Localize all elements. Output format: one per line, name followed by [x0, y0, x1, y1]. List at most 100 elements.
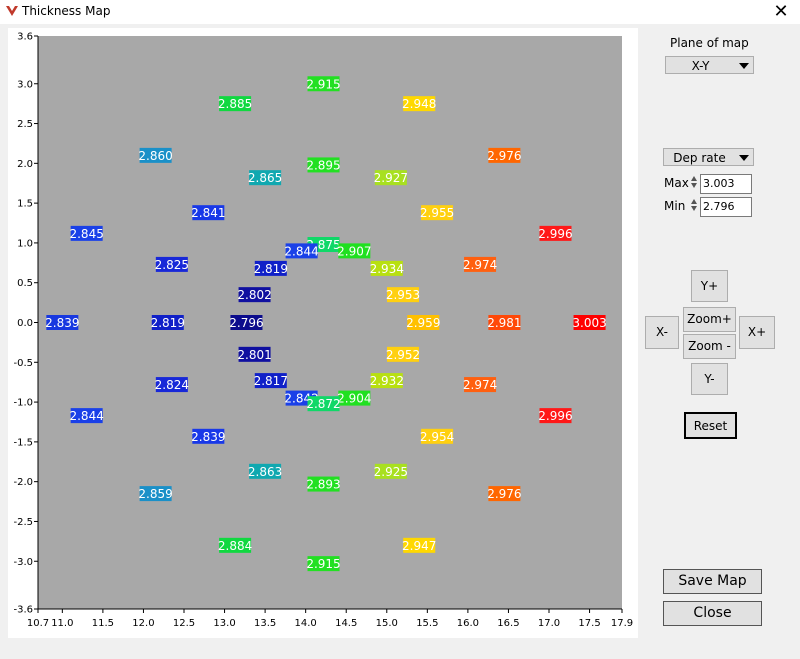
data-point-box — [387, 346, 419, 362]
data-point-box — [370, 373, 403, 389]
x-tick-label: 14.0 — [295, 618, 317, 629]
data-point-label: 2.904 — [337, 392, 371, 406]
data-point-label: 2.895 — [306, 158, 340, 172]
x-tick-label: 13.0 — [213, 618, 235, 629]
spin-up-icon[interactable] — [691, 176, 697, 181]
data-point-label: 2.915 — [306, 77, 340, 91]
y-tick-label: -3.6 — [13, 605, 33, 616]
data-point-box — [488, 486, 521, 502]
window-close-icon[interactable]: ✕ — [773, 1, 789, 22]
y-tick-label: 1.0 — [17, 238, 33, 249]
y-tick-label: 0.0 — [17, 318, 33, 329]
data-point-box — [464, 377, 497, 393]
data-point-box — [249, 463, 282, 479]
data-point-label: 2.885 — [218, 97, 252, 111]
x-tick-label: 15.0 — [376, 618, 398, 629]
y-tick-label: 3.0 — [17, 79, 33, 90]
data-point-label: 2.996 — [538, 409, 572, 423]
data-point-box — [387, 287, 419, 303]
data-point-label: 2.825 — [155, 258, 189, 272]
data-point-label: 2.955 — [420, 206, 454, 220]
x-tick-label: 12.0 — [132, 618, 154, 629]
data-point-box — [70, 408, 103, 424]
y-tick-label: -1.5 — [13, 437, 33, 448]
spin-down-icon[interactable] — [691, 206, 697, 211]
y-tick-label: -2.5 — [13, 517, 33, 528]
data-point-box — [285, 243, 318, 259]
data-point-box — [539, 225, 572, 241]
data-point-box — [238, 287, 271, 303]
data-point-box — [139, 147, 172, 163]
data-point-label: 2.844 — [284, 244, 318, 258]
close-button[interactable]: Close — [663, 601, 762, 626]
data-point-label: 2.915 — [306, 557, 340, 571]
zoom-in-button[interactable]: Zoom+ — [683, 307, 736, 332]
data-point-label: 2.959 — [406, 316, 440, 330]
data-point-label: 2.934 — [370, 262, 404, 276]
min-spinner[interactable] — [690, 197, 698, 217]
data-point-box — [307, 476, 340, 492]
data-point-label: 2.947 — [402, 539, 436, 553]
x-tick-label: 13.5 — [254, 618, 276, 629]
y-tick-label: 2.0 — [17, 159, 33, 170]
data-point-box — [249, 170, 282, 186]
data-point-box — [254, 373, 287, 389]
y-tick-label: -0.5 — [13, 358, 33, 369]
x-tick-label: 11.5 — [92, 618, 114, 629]
y-tick-label: -3.0 — [13, 557, 33, 568]
data-point-label: 2.819 — [151, 316, 185, 330]
window-title: Thickness Map — [22, 4, 111, 18]
quantity-select[interactable]: Dep rate — [663, 148, 754, 166]
plane-of-map-label: Plane of map — [670, 36, 749, 50]
data-point-label: 2.932 — [370, 374, 404, 388]
x-minus-button[interactable]: X- — [645, 316, 679, 349]
x-tick-label: 17.5 — [578, 618, 600, 629]
data-point-label: 2.839 — [45, 316, 79, 330]
x-plus-button[interactable]: X+ — [739, 316, 775, 349]
data-point-box — [421, 205, 454, 221]
data-point-box — [70, 225, 103, 241]
quantity-select-value: Dep rate — [673, 151, 726, 165]
data-point-label: 2.844 — [69, 409, 103, 423]
y-plus-button[interactable]: Y+ — [691, 270, 728, 302]
data-point-label: 2.845 — [69, 227, 103, 241]
reset-button[interactable]: Reset — [684, 412, 737, 439]
spin-down-icon[interactable] — [691, 183, 697, 188]
x-tick-label: 17.9 — [611, 618, 633, 629]
x-tick-label: 17.0 — [538, 618, 560, 629]
data-point-box — [421, 428, 454, 444]
data-point-label: 2.860 — [138, 149, 172, 163]
spin-up-icon[interactable] — [691, 199, 697, 204]
data-point-label: 2.952 — [386, 348, 420, 362]
data-point-label: 2.976 — [487, 149, 521, 163]
data-point-box — [139, 486, 172, 502]
plane-select[interactable]: X-Y — [665, 56, 754, 74]
data-point-box — [155, 256, 188, 272]
save-map-button[interactable]: Save Map — [663, 569, 762, 594]
max-spinner[interactable] — [690, 174, 698, 194]
data-point-box — [338, 243, 371, 259]
plane-select-value: X-Y — [691, 59, 710, 73]
min-input[interactable]: 2.796 — [700, 197, 752, 217]
max-input[interactable]: 3.003 — [700, 174, 752, 194]
zoom-out-button[interactable]: Zoom - — [683, 334, 736, 359]
x-tick-label: 16.5 — [497, 618, 519, 629]
app-logo-icon — [6, 6, 18, 16]
data-point-box — [403, 537, 436, 553]
data-point-box — [338, 390, 371, 406]
data-point-label: 2.893 — [306, 478, 340, 492]
data-point-label: 2.872 — [306, 397, 340, 411]
data-point-box — [307, 157, 340, 173]
data-point-box — [370, 260, 403, 276]
data-point-label: 2.839 — [191, 430, 225, 444]
data-point-box — [219, 96, 252, 112]
data-point-label: 2.859 — [138, 487, 172, 501]
data-point-box — [488, 147, 521, 163]
data-point-label: 2.819 — [254, 262, 288, 276]
data-point-label: 2.981 — [487, 316, 521, 330]
data-point-box — [192, 205, 225, 221]
y-minus-button[interactable]: Y- — [691, 363, 728, 395]
max-label: Max — [664, 176, 689, 190]
data-point-box — [488, 315, 521, 330]
y-tick-label: -1.0 — [13, 398, 33, 409]
